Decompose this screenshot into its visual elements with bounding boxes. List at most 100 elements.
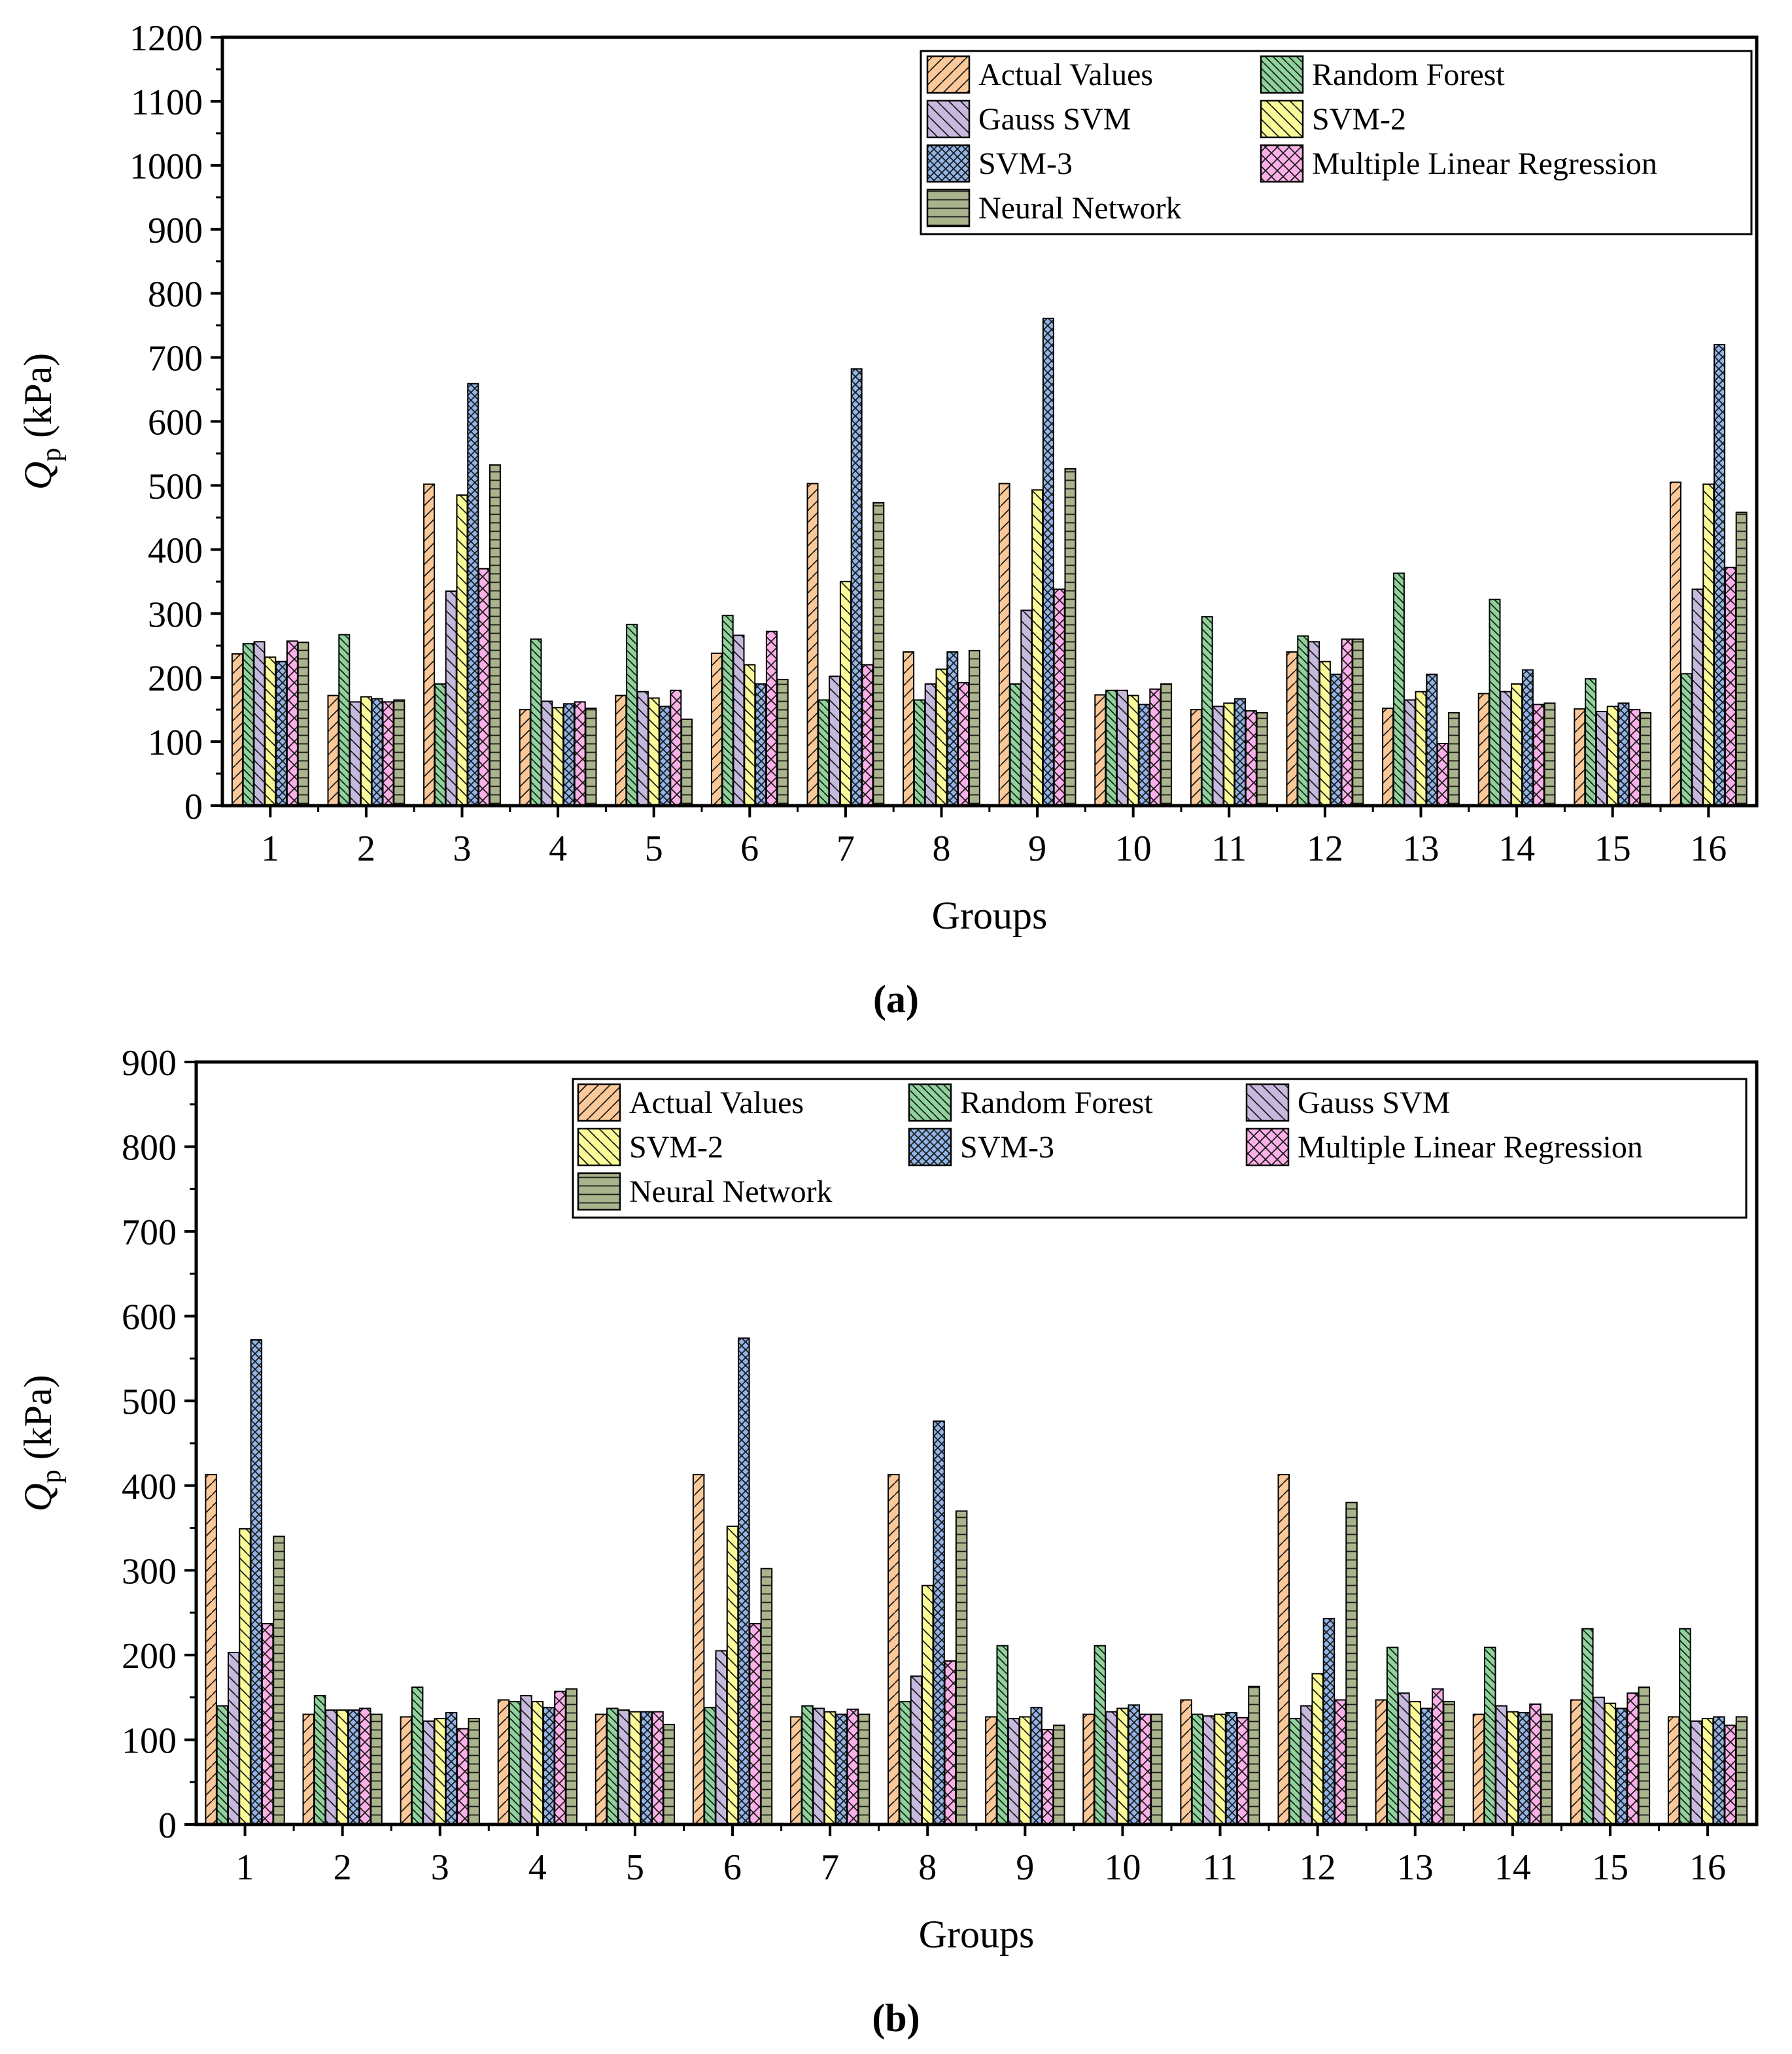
bar-random-forest-group-12 [1288,1718,1301,1826]
bar-neural-network-group-2 [370,1713,383,1826]
legend-swatch-svm-2 [1260,99,1304,139]
y-axis-symbol-a: Q [16,462,60,490]
bar-neural-network-group-15 [1640,712,1652,807]
bar-svm-3-group-12 [1322,1618,1335,1825]
bar-svm-3-group-8 [933,1420,945,1826]
bar-random-forest-group-14 [1484,1647,1496,1826]
bar-actual-values-group-11 [1180,1699,1192,1825]
bar-neural-network-group-13 [1447,712,1460,807]
bar-random-forest-group-5 [626,623,638,806]
bar-actual-values-group-12 [1286,651,1298,806]
bar-neural-network-group-4 [565,1688,577,1826]
bar-random-forest-group-1 [242,643,254,806]
legend-swatch-gauss-svm [1245,1083,1290,1122]
bar-svm-2-group-2 [336,1709,349,1826]
bar-gauss-svm-group-16 [1691,589,1704,807]
bar-gauss-svm-group-12 [1308,641,1320,806]
bar-actual-values-group-7 [790,1716,802,1825]
x-tick-label: 4 [549,829,567,869]
y-tick-label: 1000 [129,146,203,187]
bar-gauss-svm-group-5 [617,1709,630,1826]
bar-actual-values-group-4 [519,709,531,806]
bar-svm-3-group-10 [1128,1704,1140,1825]
bar-actual-values-group-2 [302,1713,315,1826]
x-tick-label: 7 [836,829,855,869]
legend-a: Actual Values Random Forest Gauss SVM SVM-2… [920,50,1753,235]
bar-random-forest-group-10 [1105,689,1118,806]
bar-actual-values-group-9 [985,1716,997,1825]
bar-gauss-svm-group-3 [422,1720,435,1825]
bar-random-forest-group-3 [411,1686,424,1826]
bar-multiple-linear-regression-group-14 [1532,704,1545,806]
bar-actual-values-group-12 [1277,1473,1290,1825]
y-axis-unit-a: (kPa) [16,353,60,448]
bar-neural-network-group-15 [1638,1686,1651,1826]
bar-svm-2-group-1 [239,1528,251,1825]
x-axis-a: 1 2 3 4 5 6 7 8 9 10 11 12 13 14 15 16 [261,806,1727,869]
bar-gauss-svm-group-14 [1500,691,1512,807]
bar-gauss-svm-group-2 [325,1709,337,1826]
bar-gauss-svm-group-14 [1495,1705,1508,1826]
bar-random-forest-group-7 [818,699,830,806]
bar-svm-3-group-5 [659,706,671,806]
bars-group-b [205,1337,1748,1826]
bar-actual-values-group-9 [998,483,1010,807]
bar-svm-3-group-9 [1030,1707,1042,1826]
bar-neural-network-group-14 [1540,1713,1553,1826]
bar-svm-2-group-13 [1409,1701,1421,1826]
bar-multiple-linear-regression-group-4 [554,1690,566,1825]
bar-multiple-linear-regression-group-11 [1236,1717,1249,1826]
bar-svm-3-group-13 [1426,674,1438,807]
bar-random-forest-group-5 [606,1707,619,1825]
bar-svm-2-group-7 [823,1711,836,1826]
bar-multiple-linear-regression-group-15 [1628,709,1641,806]
bar-svm-3-group-16 [1714,344,1726,806]
bar-random-forest-group-15 [1581,1628,1594,1825]
bar-gauss-svm-group-8 [924,683,937,807]
bar-actual-values-group-15 [1570,1699,1583,1825]
bar-svm-3-group-13 [1420,1707,1433,1825]
y-tick-label: 600 [122,1297,177,1338]
bar-multiple-linear-regression-group-1 [261,1622,274,1826]
bar-multiple-linear-regression-group-5 [670,689,682,806]
legend-swatch-multiple-linear-regression [1245,1127,1290,1167]
bar-neural-network-group-3 [489,464,501,806]
bar-neural-network-group-12 [1352,638,1364,807]
bar-neural-network-group-4 [585,708,597,806]
bar-gauss-svm-group-7 [812,1707,825,1825]
x-tick-label: 3 [431,1847,449,1888]
bar-svm-3-group-16 [1713,1716,1725,1825]
x-tick-label: 16 [1690,829,1727,869]
bar-svm-3-group-3 [467,383,479,806]
bar-neural-network-group-7 [872,502,885,807]
legend-b: Actual Values Random Forest Gauss SVM SVM-2… [572,1078,1748,1219]
bar-gauss-svm-group-9 [1020,609,1033,807]
x-tick-label: 16 [1689,1847,1726,1888]
bar-svm-2-group-8 [935,668,948,806]
x-tick-label: 15 [1594,829,1631,869]
bar-svm-3-group-10 [1138,704,1150,806]
bar-svm-2-group-2 [360,696,372,806]
bar-actual-values-group-3 [423,483,436,806]
bar-svm-2-group-8 [922,1584,934,1825]
bar-neural-network-group-1 [297,642,309,806]
bar-random-forest-group-16 [1680,673,1693,806]
x-tick-label: 5 [645,829,663,869]
bar-svm-3-group-12 [1330,674,1342,807]
bar-random-forest-group-9 [996,1645,1008,1825]
bar-neural-network-group-5 [681,718,693,806]
bar-svm-2-group-10 [1127,694,1139,807]
bar-svm-3-group-11 [1225,1711,1238,1825]
bar-gauss-svm-group-13 [1398,1692,1410,1826]
bar-random-forest-group-9 [1009,683,1022,807]
bar-actual-values-group-1 [205,1473,217,1825]
y-tick-label: 600 [148,403,203,443]
bar-multiple-linear-regression-group-5 [651,1711,664,1826]
bar-neural-network-group-9 [1064,468,1077,806]
y-tick-label: 700 [148,339,203,379]
bar-neural-network-group-16 [1735,511,1748,807]
bar-random-forest-group-13 [1386,1647,1399,1826]
bar-neural-network-group-6 [760,1567,773,1825]
x-tick-label: 13 [1403,829,1439,869]
